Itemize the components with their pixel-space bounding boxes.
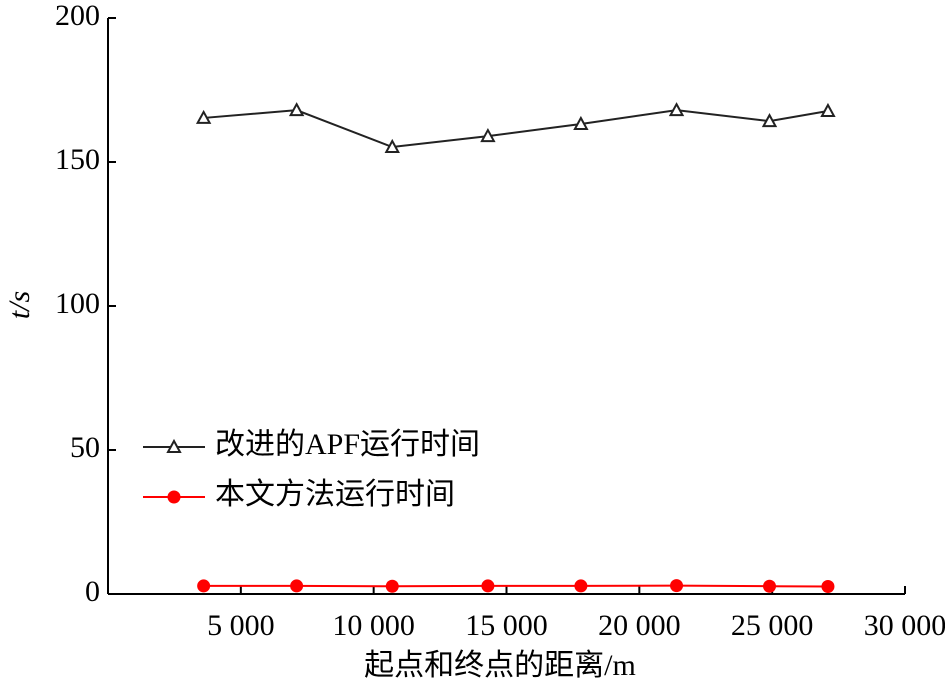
legend-label: 改进的APF运行时间	[215, 428, 480, 461]
data-point	[573, 115, 589, 130]
data-point	[763, 579, 777, 593]
series-line	[203, 584, 828, 588]
data-point	[288, 102, 305, 117]
legend-marker	[167, 490, 181, 504]
x-tick-label: 20 000	[598, 609, 681, 642]
x-tick-label: 30 000	[864, 609, 945, 642]
series-line	[203, 109, 829, 149]
legend-label: 本文方法运行时间	[215, 478, 455, 511]
data-point	[761, 113, 778, 128]
data-point	[670, 579, 684, 593]
data-point	[480, 127, 496, 143]
y-tick-label: 0	[85, 575, 100, 608]
x-tick-label: 15 000	[465, 609, 548, 642]
x-tick-label: 10 000	[332, 609, 415, 642]
x-axis-label: 起点和终点的距离/m	[364, 649, 636, 682]
data-point	[668, 102, 685, 117]
x-tick-label: 5 000	[207, 609, 275, 642]
data-point	[290, 579, 304, 593]
data-point	[820, 102, 836, 118]
data-point	[384, 138, 400, 154]
x-tick-label: 25 000	[731, 609, 814, 642]
y-tick-label: 100	[55, 287, 100, 320]
data-point	[481, 579, 495, 593]
y-tick-label: 150	[55, 143, 100, 176]
data-point	[574, 579, 588, 593]
data-point	[197, 579, 211, 593]
data-point	[385, 579, 399, 593]
data-point	[195, 109, 212, 124]
y-tick-label: 50	[70, 431, 100, 464]
legend-marker	[166, 438, 182, 453]
y-axis-label: t/s	[3, 291, 36, 319]
data-point	[821, 580, 835, 594]
y-tick-label: 200	[55, 0, 100, 32]
